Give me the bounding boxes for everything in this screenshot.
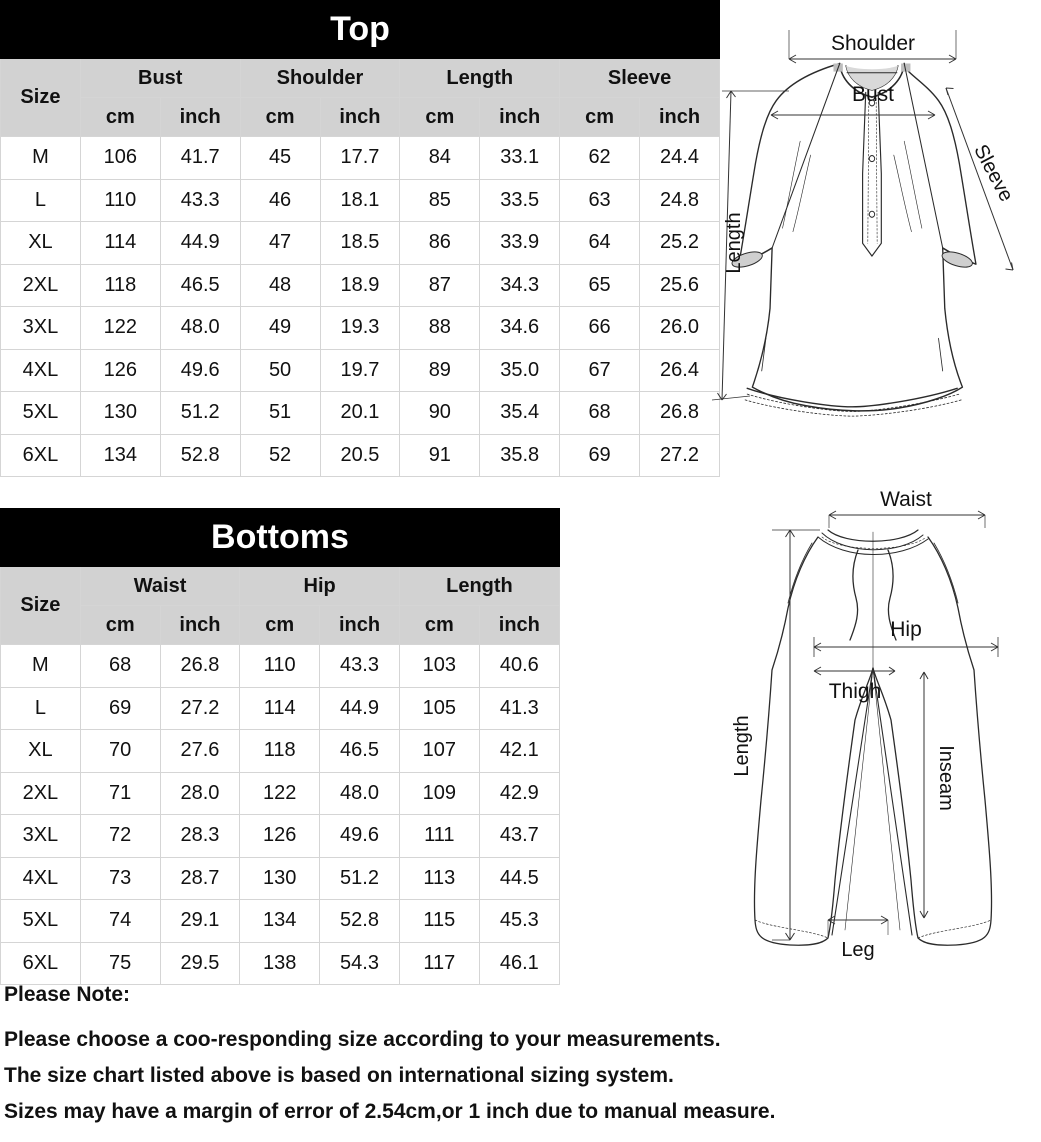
- svg-text:Shoulder: Shoulder: [831, 32, 915, 55]
- svg-text:Length: Length: [731, 715, 753, 776]
- svg-text:Sleeve: Sleeve: [969, 141, 1017, 205]
- svg-text:Length: Length: [723, 212, 745, 273]
- svg-text:Waist: Waist: [880, 488, 932, 511]
- svg-text:Leg: Leg: [841, 939, 874, 961]
- svg-text:Thigh: Thigh: [829, 680, 882, 703]
- svg-text:Inseam: Inseam: [935, 745, 957, 811]
- svg-text:Bust: Bust: [852, 83, 894, 106]
- svg-text:Hip: Hip: [890, 618, 922, 641]
